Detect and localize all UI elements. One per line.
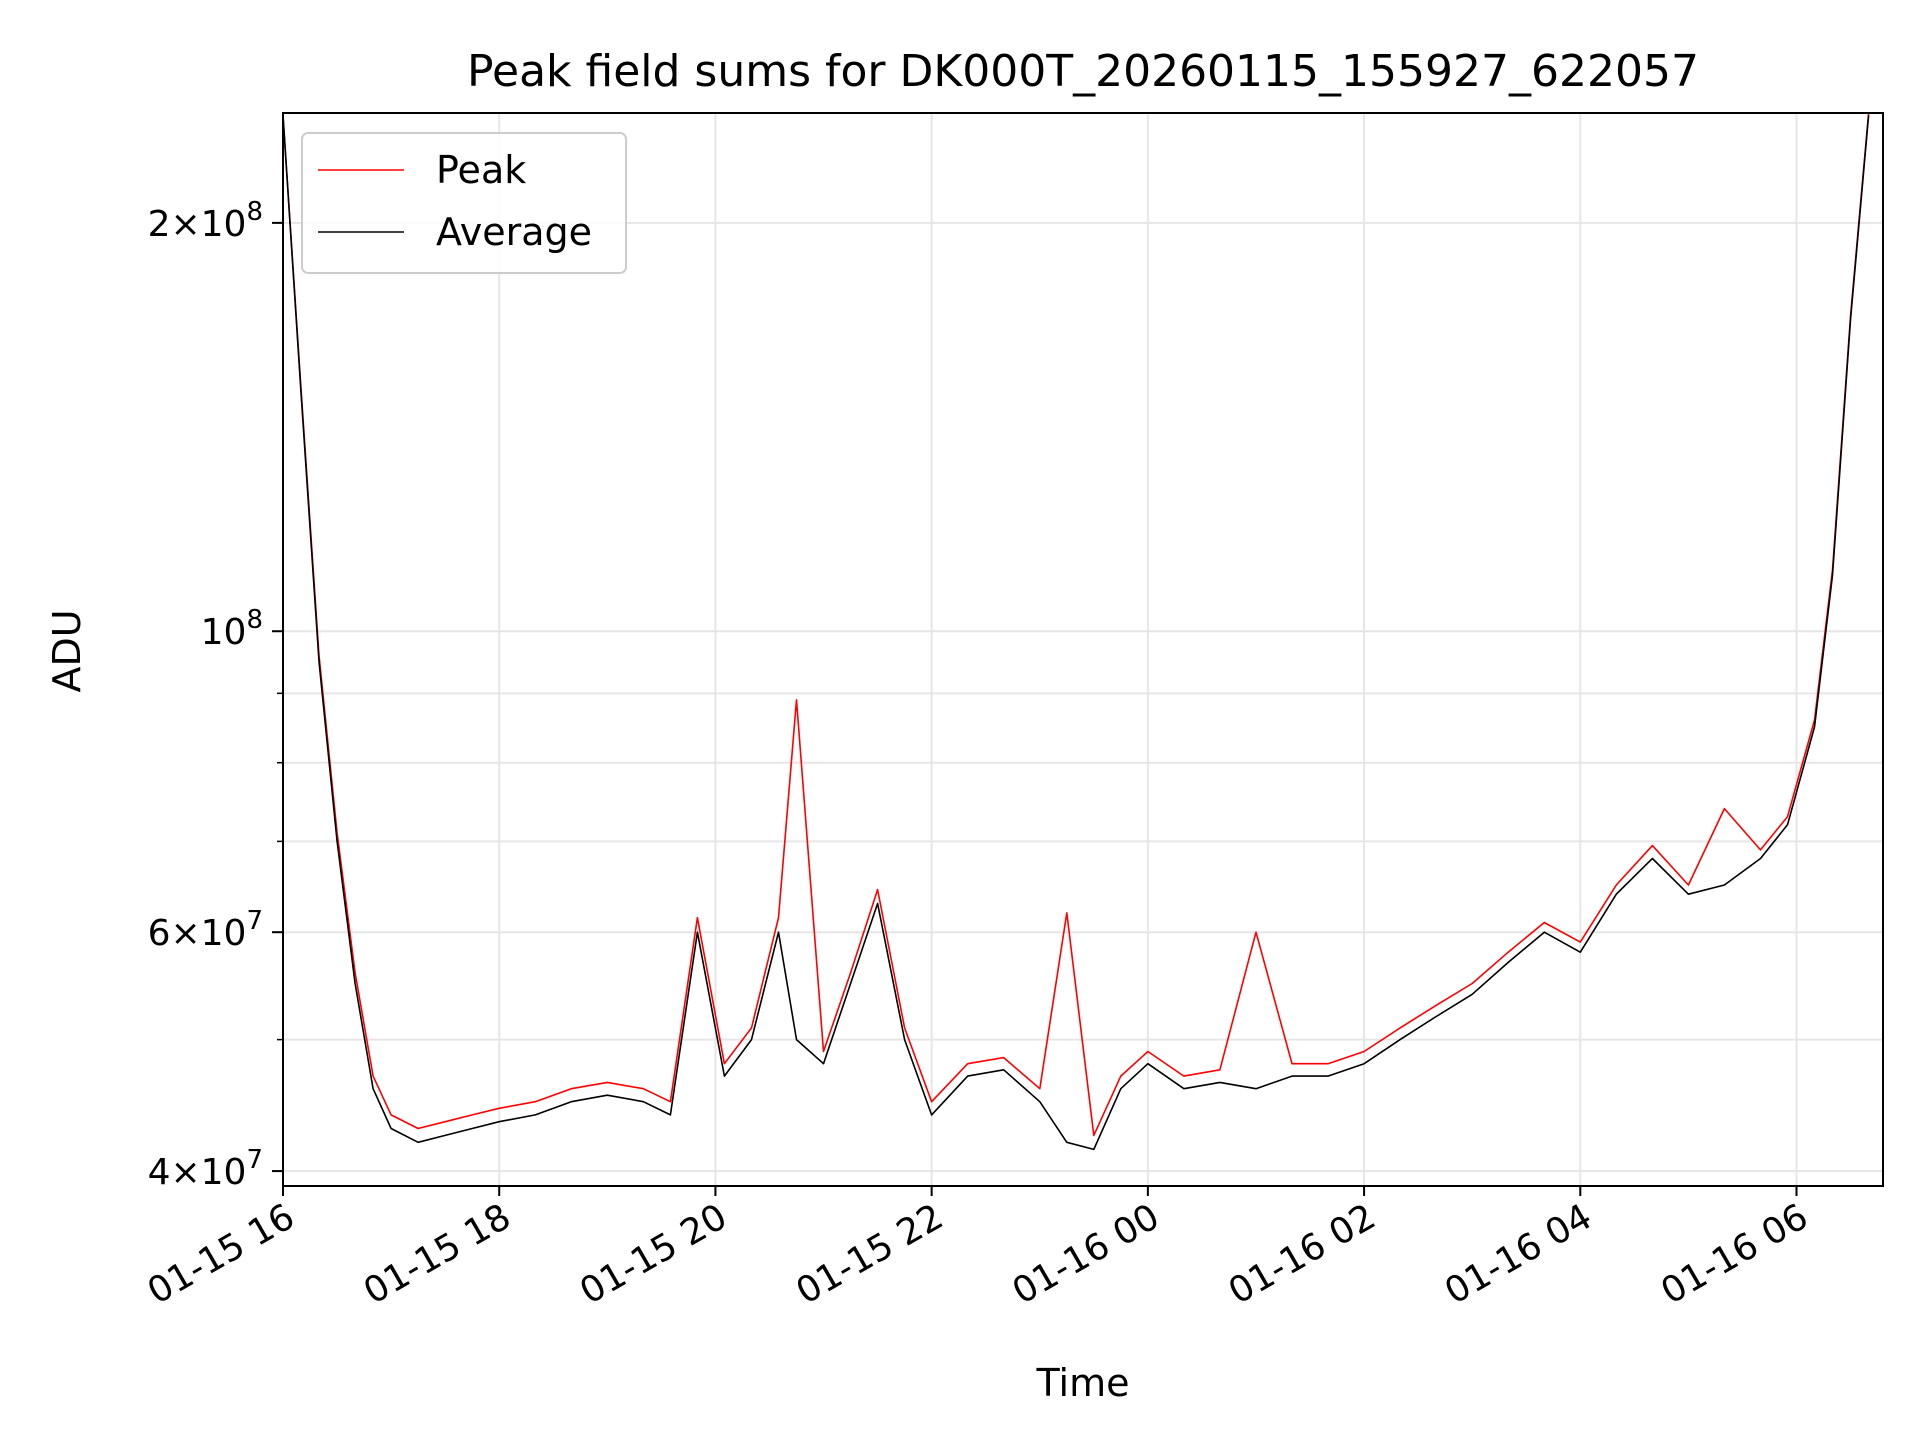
x-tick-label: 01-15 20 [573,1196,734,1312]
plot-frame [282,112,1884,1187]
y-tick-label: 108 [201,605,263,653]
legend-label-peak: Peak [436,148,526,192]
x-axis-label: Time [1036,1361,1130,1405]
x-tick-label: 01-16 00 [1006,1196,1167,1312]
y-axis: 4×107 6×107 108 2×108 [148,197,283,1193]
legend-box [301,132,627,274]
x-tick-label: 01-16 02 [1222,1196,1383,1312]
y-tick-label: 4×107 [148,1145,263,1193]
x-tick-label: 01-16 06 [1654,1196,1815,1312]
chart-title: Peak field sums for DK000T_20260115_1559… [467,46,1699,97]
x-tick-label: 01-16 04 [1438,1196,1599,1312]
grid-lines [282,113,1883,1186]
y-tick-label: 6×107 [148,906,263,954]
y-tick-label: 2×108 [148,197,263,245]
x-axis: 01-15 16 01-15 18 01-15 20 01-15 22 01-16 00… [141,1186,1815,1313]
x-tick-label: 01-15 16 [141,1196,302,1312]
x-tick-label: 01-15 22 [789,1196,950,1312]
x-tick-label: 01-15 18 [357,1196,518,1312]
series-line-peak [282,112,1870,1137]
series-layer [282,112,1870,1151]
series-line-average [282,115,1870,1151]
y-axis-label: ADU [45,609,89,692]
legend-label-average: Average [436,210,592,254]
legend: Peak Average [301,132,627,274]
